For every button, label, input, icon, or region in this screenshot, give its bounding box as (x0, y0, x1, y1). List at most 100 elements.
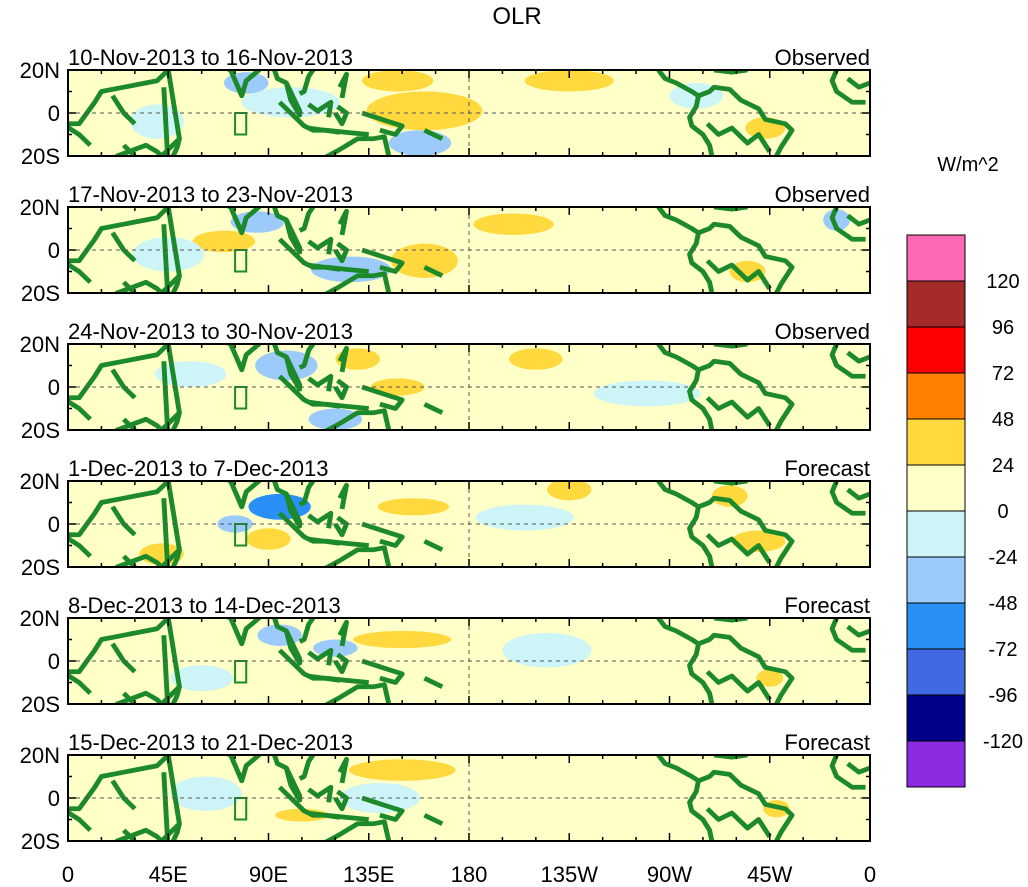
lat-tick-label: 0 (48, 101, 60, 126)
panel-period-label: 17-Nov-2013 to 23-Nov-2013 (68, 182, 353, 207)
olr-anomaly-blob (308, 408, 363, 430)
olr-anomaly-blob (192, 230, 256, 253)
colorbar-label: 72 (992, 363, 1014, 385)
colorbar: 120 96 72 48 24 0 -24 -48 -72 -96 -120 (906, 234, 1023, 788)
colorbar-label: -72 (989, 639, 1018, 661)
lon-tick-label: 0 (62, 862, 74, 887)
olr-anomaly-blob (348, 759, 456, 781)
olr-anomaly-blob (132, 237, 204, 272)
colorbar-label: -24 (989, 547, 1018, 569)
panel-period-label: 1-Dec-2013 to 7-Dec-2013 (68, 456, 328, 481)
colorbar-swatch (906, 740, 966, 788)
olr-anomaly-blob (524, 70, 614, 92)
lat-tick-label: 20S (21, 144, 60, 169)
colorbar-swatch (906, 464, 966, 512)
lat-tick-label: 20N (20, 743, 60, 768)
colorbar-swatch (906, 556, 966, 604)
colorbar-swatch (906, 418, 966, 466)
lon-tick-label: 45E (149, 862, 188, 887)
colorbar-label: 120 (986, 271, 1019, 293)
olr-anomaly-blob (170, 776, 242, 811)
colorbar-swatch (906, 648, 966, 696)
map-panel: 8-Dec-2013 to 14-Dec-2013 Forecast 20N 0 20S (20, 593, 871, 717)
lat-tick-label: 20N (20, 606, 60, 631)
panel-kind-label: Observed (775, 45, 870, 70)
olr-anomaly-blob (756, 669, 784, 687)
lat-tick-label: 0 (48, 375, 60, 400)
colorbar-swatch (906, 602, 966, 650)
colorbar-label: -120 (983, 731, 1023, 753)
lon-tick-label: 90E (249, 862, 288, 887)
panel-kind-label: Forecast (784, 730, 870, 755)
region-box (234, 660, 248, 684)
olr-anomaly-blob (823, 209, 850, 231)
olr-anomaly-blob (546, 481, 592, 501)
olr-anomaly-blob (473, 213, 554, 235)
olr-anomaly-blob (366, 91, 483, 131)
olr-anomaly-blob (377, 498, 449, 516)
lat-tick-label: 0 (48, 238, 60, 263)
lon-tick-label: 135E (343, 862, 394, 887)
panel-kind-label: Forecast (784, 456, 870, 481)
lon-tick-label: 0 (864, 862, 876, 887)
lat-tick-label: 0 (48, 512, 60, 537)
map-panel: 10-Nov-2013 to 16-Nov-2013 Observed 20N 0 20… (20, 45, 871, 169)
colorbar-swatch (906, 510, 966, 558)
region-box (234, 797, 248, 821)
colorbar-swatch (906, 372, 966, 420)
olr-anomaly-blob (353, 630, 452, 649)
panel-kind-label: Observed (775, 182, 870, 207)
lat-tick-label: 0 (48, 786, 60, 811)
olr-anomaly-blob (170, 665, 233, 692)
olr-anomaly-blob (246, 528, 291, 550)
lat-tick-label: 20S (21, 692, 60, 717)
colorbar-label: -96 (989, 685, 1018, 707)
map-panel: 1-Dec-2013 to 7-Dec-2013 Forecast 20N 0 20S (20, 456, 871, 580)
lon-tick-label: 180 (451, 862, 488, 887)
map-panel: 15-Dec-2013 to 21-Dec-2013 Forecast 20N 0 20… (20, 730, 871, 854)
panel-kind-label: Forecast (784, 593, 870, 618)
lat-tick-label: 20N (20, 195, 60, 220)
lat-tick-label: 20S (21, 555, 60, 580)
colorbar-label: -48 (989, 593, 1018, 615)
lon-tick-label: 90W (647, 862, 692, 887)
map-panels: 10-Nov-2013 to 16-Nov-2013 Observed 20N 0 20… (20, 45, 871, 854)
panel-kind-label: Observed (775, 319, 870, 344)
colorbar-label: 24 (992, 455, 1014, 477)
lon-tick-label: 135W (541, 862, 599, 887)
region-box (234, 386, 248, 410)
region-box (234, 249, 248, 273)
olr-anomaly-blob (313, 639, 358, 657)
olr-anomaly-blob (391, 243, 458, 278)
longitude-axis: 0 45E 90E 135E 180 135W 90W 45W 0 (62, 862, 876, 887)
colorbar-swatch (906, 280, 966, 328)
olr-anomaly-blob (729, 260, 766, 283)
colorbar-swatch (906, 694, 966, 742)
olr-anomaly-blob (593, 380, 701, 407)
lon-tick-label: 45W (747, 862, 792, 887)
figure-title: OLR (492, 3, 541, 30)
lat-tick-label: 20S (21, 829, 60, 854)
map-panel: 17-Nov-2013 to 23-Nov-2013 Observed 20N 0 20… (20, 182, 871, 306)
region-box (234, 523, 248, 547)
panel-period-label: 8-Dec-2013 to 14-Dec-2013 (68, 593, 341, 618)
colorbar-label: 48 (992, 409, 1014, 431)
lat-tick-label: 0 (48, 649, 60, 674)
colorbar-label: 0 (997, 501, 1008, 523)
olr-anomaly-blob (731, 530, 786, 552)
olr-anomaly-blob (362, 70, 434, 92)
panel-period-label: 24-Nov-2013 to 30-Nov-2013 (68, 319, 353, 344)
lat-tick-label: 20N (20, 332, 60, 357)
olr-anomaly-blob (509, 348, 563, 370)
lat-tick-label: 20S (21, 281, 60, 306)
panel-period-label: 10-Nov-2013 to 16-Nov-2013 (68, 45, 353, 70)
colorbar-label: 96 (992, 317, 1014, 339)
olr-anomaly-blob (339, 782, 420, 814)
lat-tick-label: 20N (20, 469, 60, 494)
colorbar-swatch (906, 234, 966, 282)
olr-anomaly-blob (475, 504, 574, 531)
panel-period-label: 15-Dec-2013 to 21-Dec-2013 (68, 730, 353, 755)
lat-tick-label: 20S (21, 418, 60, 443)
map-panel: 24-Nov-2013 to 30-Nov-2013 Observed 20N 0 20… (20, 319, 871, 443)
